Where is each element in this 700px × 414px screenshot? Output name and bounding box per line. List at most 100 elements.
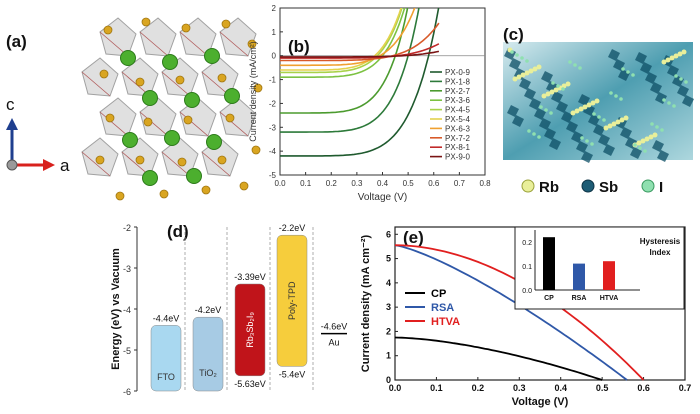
panel-b-label: (b): [288, 37, 310, 56]
sb-octahedron: [219, 17, 257, 57]
rb-atom: [607, 123, 613, 129]
sb-i-bond: [161, 151, 191, 177]
sb-block: [682, 95, 694, 107]
legend-entry: PX-4-5: [445, 106, 470, 115]
level-bottom-label: -5.63eV: [234, 379, 266, 389]
i-atom: [578, 66, 582, 70]
i-atom: [539, 105, 543, 109]
y-tick-label: 0: [272, 52, 277, 61]
sb-block: [571, 131, 583, 143]
level-bar: [192, 316, 224, 392]
series-line-px-3-6: [280, 8, 406, 78]
rb-atom: [162, 54, 178, 70]
legend-entry: PX-0-9: [445, 68, 470, 77]
sb-block: [603, 144, 615, 156]
sb-block: [650, 82, 662, 94]
rb-atom: [582, 104, 588, 110]
legend-entry: PX-8-1: [445, 143, 470, 152]
sb-block: [640, 62, 652, 74]
y-tick-label: 5: [386, 254, 391, 264]
y-tick-label: -2: [123, 223, 131, 233]
c-axis-arrowhead: [6, 118, 18, 130]
i-atom: [619, 97, 623, 101]
sb-block: [652, 140, 664, 152]
sb-octahedron: [99, 97, 137, 137]
i-atom: [568, 60, 572, 64]
y-tick-label: -5: [123, 346, 131, 356]
rb-atom: [541, 93, 547, 99]
legend-entry: HTVA: [431, 316, 460, 328]
y-tick-label: 4: [386, 278, 391, 288]
sb-octahedron: [139, 17, 177, 57]
series-line-px-1-8: [280, 8, 420, 133]
panel-d-label: (d): [167, 222, 189, 241]
panel-a: (a) c a: [0, 0, 270, 205]
rb-atom: [673, 53, 679, 59]
sb-block: [667, 65, 679, 77]
i-atom: [655, 125, 659, 129]
x-tick-label: 0.0: [389, 383, 402, 393]
i-atom: [201, 185, 211, 195]
rb-legend-icon: [521, 179, 535, 193]
i-atom: [544, 108, 548, 112]
sb-i-bond: [179, 31, 209, 57]
level-top-label: -4.2eV: [195, 305, 222, 315]
x-tick-label: 0.4: [377, 179, 389, 188]
level-name: Au: [328, 338, 339, 348]
sb-i-bond: [139, 31, 169, 57]
sb-octahedron: [219, 97, 257, 137]
i-atom: [633, 143, 637, 147]
rb-atom: [565, 81, 571, 87]
sb-i-bond: [81, 71, 111, 97]
sb-block: [566, 121, 578, 133]
sb-i-bond: [201, 151, 231, 177]
level-top-label: -4.6eV: [321, 322, 348, 332]
series-line-px-7-2: [280, 22, 440, 62]
inset-x-tick-label: HTVA: [600, 295, 619, 302]
rb-atom: [204, 48, 220, 64]
i-atom: [638, 146, 642, 150]
sb-legend-icon: [581, 179, 595, 193]
y-tick-label: 1: [272, 28, 277, 37]
x-axis-label: Voltage (V): [512, 396, 569, 408]
chart-e: (e) 0.0 0.1 0.2 0.3 0.4 0.5 0.6 0.7 0 1 2 3 4 5 6 Volta…: [360, 226, 691, 408]
i-atom: [597, 115, 601, 119]
sb-block: [561, 111, 573, 123]
rb-atom: [615, 119, 621, 125]
rb-atom: [644, 136, 650, 142]
sb-i-bond: [219, 111, 249, 137]
legend-entry: PX-2-7: [445, 87, 470, 96]
chart-b: (b) 0.0 0.1 0.2 0.3 0.4 0.5 0.6 0.7 0.8 -5 -4 -3 -2 -…: [248, 4, 491, 203]
i-atom: [217, 155, 227, 165]
legend-entry: PX-7-2: [445, 134, 470, 143]
rb-atom: [184, 92, 200, 108]
sb-legend-label: Sb: [599, 179, 618, 196]
i-atom: [143, 117, 153, 127]
legend-entry: PX-1-8: [445, 77, 470, 86]
sb-block: [549, 138, 561, 150]
y-tick-label: -5: [269, 171, 277, 180]
sb-block: [539, 118, 551, 130]
i-atom: [621, 67, 625, 71]
y-axis-label: Energy (eV) vs Vacuum: [110, 248, 122, 370]
sb-block: [620, 127, 632, 139]
i-atom: [99, 69, 109, 79]
axis-indicator: c a: [6, 95, 70, 175]
y-tick-label: 0: [386, 375, 391, 385]
sb-octahedron: [161, 137, 199, 177]
x-tick-label: 0.4: [554, 383, 567, 393]
y-tick-label: 3: [386, 302, 391, 312]
level-top-label: -3.39eV: [234, 272, 266, 282]
rb-atom: [524, 70, 530, 76]
i-atom: [660, 128, 664, 132]
x-tick-label: 0.6: [637, 383, 650, 393]
inset-y-tick-label: 0.2: [522, 240, 532, 247]
sb-block: [534, 108, 546, 120]
sb-block: [630, 147, 642, 159]
i-atom: [515, 53, 519, 57]
sb-octahedron: [139, 97, 177, 137]
rb-atom: [665, 57, 671, 63]
panel-a-label: (a): [6, 32, 27, 51]
sb-block: [578, 94, 590, 106]
level-bottom-label: -5.4eV: [279, 369, 306, 379]
